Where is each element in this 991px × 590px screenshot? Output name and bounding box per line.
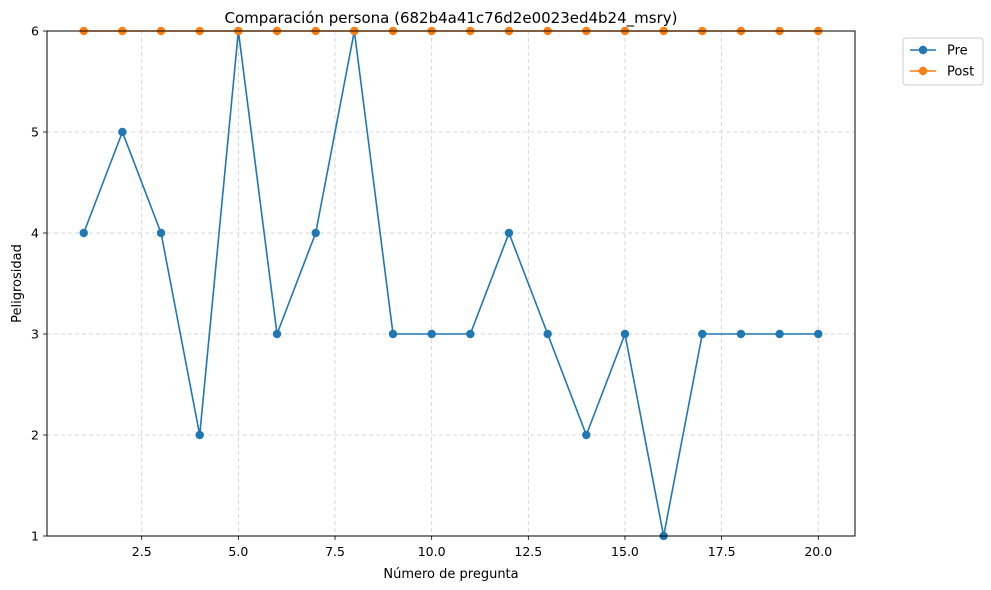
x-tick-label: 12.5 xyxy=(514,544,542,559)
y-tick-label: 4 xyxy=(31,226,39,241)
data-point-pre xyxy=(698,329,707,339)
data-point-pre xyxy=(311,228,320,238)
y-tick-label: 5 xyxy=(31,125,39,140)
x-tick-label: 20.0 xyxy=(804,544,832,559)
x-tick-label: 5.0 xyxy=(228,544,248,559)
data-point-pre xyxy=(814,329,823,339)
data-point-pre xyxy=(272,329,282,339)
data-point-pre xyxy=(79,228,88,238)
plot-area xyxy=(79,26,823,541)
data-point-pre xyxy=(118,127,127,137)
data-point-pre xyxy=(775,329,784,339)
legend-marker-post xyxy=(918,66,928,76)
x-tick-label: 10.0 xyxy=(418,544,446,559)
data-point-pre xyxy=(543,329,552,339)
data-point-pre xyxy=(156,228,166,238)
plot-frame xyxy=(46,30,856,537)
legend-label-post: Post xyxy=(947,65,974,80)
chart-title: Comparación persona (682b4a41c76d2e0023e… xyxy=(225,9,678,28)
x-tick-label: 17.5 xyxy=(708,544,736,559)
legend-marker-pre xyxy=(918,45,928,55)
data-point-pre xyxy=(582,430,591,440)
y-tick-label: 2 xyxy=(31,428,39,443)
data-point-pre xyxy=(504,228,514,238)
y-tick-label: 3 xyxy=(31,327,39,342)
x-tick-label: 2.5 xyxy=(132,544,152,559)
x-tick-label: 7.5 xyxy=(325,544,345,559)
grid xyxy=(47,30,855,537)
data-point-pre xyxy=(195,430,204,440)
data-point-pre xyxy=(736,329,746,339)
data-point-pre xyxy=(388,329,398,339)
data-point-pre xyxy=(466,329,475,339)
data-point-pre xyxy=(427,329,436,339)
y-tick-label: 6 xyxy=(31,24,39,39)
data-point-pre xyxy=(620,329,630,339)
legend: Pre Post xyxy=(902,37,984,86)
x-axis-label: Número de pregunta xyxy=(383,567,518,582)
x-axis: 2.5 5.0 7.5 10.0 12.5 15.0 17.5 20.0 xyxy=(132,536,832,559)
series-line-pre xyxy=(82,30,819,537)
y-tick-label: 1 xyxy=(31,529,39,544)
legend-label-pre: Pre xyxy=(947,44,968,59)
y-axis: 1 2 3 4 5 6 xyxy=(31,24,47,544)
x-tick-label: 15.0 xyxy=(611,544,639,559)
y-axis-label: Peligrosidad xyxy=(10,244,25,323)
